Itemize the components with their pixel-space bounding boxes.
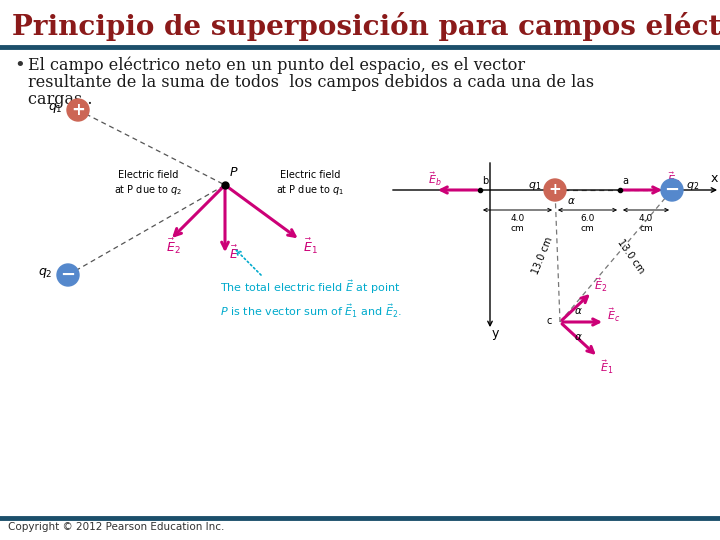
Text: c: c — [546, 316, 552, 326]
Text: $\vec{E}_2$: $\vec{E}_2$ — [166, 237, 181, 256]
Text: 6.0
cm: 6.0 cm — [580, 214, 595, 233]
Text: −: − — [665, 181, 680, 199]
Text: El campo eléctrico neto en un punto del espacio, es el vector: El campo eléctrico neto en un punto del … — [28, 57, 525, 75]
Text: Principio de superposición para campos eléctricos: Principio de superposición para campos e… — [12, 12, 720, 41]
Text: The total electric field $\vec{E}$ at point
$P$ is the vector sum of $\vec{E}_1$: The total electric field $\vec{E}$ at po… — [220, 278, 402, 320]
Text: +: + — [71, 101, 85, 119]
Text: Electric field
at P due to $q_1$: Electric field at P due to $q_1$ — [276, 170, 344, 197]
Text: $\vec{E}$: $\vec{E}$ — [229, 245, 239, 262]
Text: b: b — [482, 176, 488, 186]
Circle shape — [67, 99, 89, 121]
Text: $\vec{E}_1$: $\vec{E}_1$ — [303, 237, 318, 256]
Circle shape — [57, 264, 79, 286]
Text: $\alpha$: $\alpha$ — [574, 306, 582, 316]
Text: x: x — [711, 172, 718, 185]
Text: 4.0
cm: 4.0 cm — [510, 214, 525, 233]
Text: $\alpha$: $\alpha$ — [574, 332, 582, 342]
Text: $\vec{E}_c$: $\vec{E}_c$ — [607, 306, 621, 324]
Text: Copyright © 2012 Pearson Education Inc.: Copyright © 2012 Pearson Education Inc. — [8, 522, 225, 532]
Text: −: − — [60, 266, 76, 284]
Text: +: + — [549, 183, 562, 198]
Text: 13.0 cm: 13.0 cm — [531, 236, 554, 276]
Text: $q_2$: $q_2$ — [686, 180, 699, 192]
Text: 13.0 cm: 13.0 cm — [616, 237, 647, 275]
Text: resultante de la suma de todos  los campos debidos a cada una de las: resultante de la suma de todos los campo… — [28, 74, 594, 91]
Text: $\vec{E}_b$: $\vec{E}_b$ — [428, 170, 441, 188]
Text: •: • — [14, 57, 24, 75]
Circle shape — [661, 179, 683, 201]
Text: $\vec{E}_1$: $\vec{E}_1$ — [600, 358, 613, 376]
Text: a: a — [622, 176, 628, 186]
Text: $q_2$: $q_2$ — [38, 266, 53, 280]
Text: $\alpha$: $\alpha$ — [567, 196, 576, 206]
Text: $\vec{E}_a$: $\vec{E}_a$ — [667, 170, 680, 188]
Text: y: y — [492, 327, 500, 340]
Text: $q_1$: $q_1$ — [528, 180, 541, 192]
Circle shape — [544, 179, 566, 201]
Text: $\vec{E}_2$: $\vec{E}_2$ — [594, 276, 607, 294]
Text: 4.0
cm: 4.0 cm — [639, 214, 653, 233]
Text: $P$: $P$ — [229, 166, 238, 179]
Text: $q_1$: $q_1$ — [48, 101, 63, 115]
Text: cargas .: cargas . — [28, 91, 92, 108]
Text: Electric field
at P due to $q_2$: Electric field at P due to $q_2$ — [114, 170, 182, 197]
